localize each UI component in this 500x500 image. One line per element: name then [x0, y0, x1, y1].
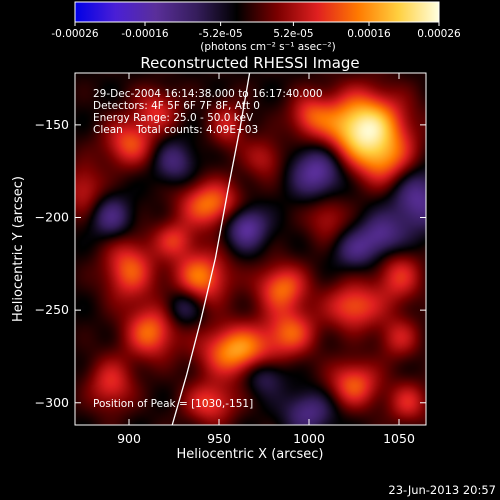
plot-area: 900 950 1000 1050 −150 −200 −250 −300	[35, 72, 427, 446]
x-axis-label: Heliocentric X (arcsec)	[177, 447, 324, 462]
axis-ticks: 900 950 1000 1050 −150 −200 −250 −300	[35, 73, 426, 446]
annotation-detectors: Detectors: 4F 5F 6F 7F 8F, Att 0	[93, 100, 260, 112]
solar-limb-curve	[171, 73, 251, 425]
footer-date: 23-Jun-2013 20:57	[388, 483, 496, 497]
y-axis-label: Heliocentric Y (arcsec)	[11, 176, 26, 322]
chart-title: Reconstructed RHESSI Image	[140, 54, 359, 72]
colorbar-ticks: -0.00026 -0.00016 -5.2e-05 5.2e-05 0.00016 0.…	[51, 22, 461, 40]
annotation-energy-range: Energy Range: 25.0 - 50.0 keV	[93, 112, 254, 124]
colorbar-tick-label: -0.00026	[51, 28, 99, 40]
annotation-time-range: 29-Dec-2004 16:14:38.000 to 16:17:40.000	[93, 88, 323, 100]
y-tick-label: −150	[35, 117, 69, 132]
colorbar-tick-label: 5.2e-05	[273, 28, 313, 40]
x-tick-label: 950	[207, 431, 231, 446]
annotation-peak-position: Position of Peak = [1030,-151]	[93, 398, 253, 410]
plot-frame	[74, 72, 427, 426]
colorbar-strip	[74, 1, 440, 23]
y-tick-label: −250	[35, 302, 69, 317]
annotation-clean-counts: Clean Total counts: 4.09E+03	[93, 124, 258, 136]
colorbar-tick-label: 0.00016	[347, 28, 391, 40]
colorbar-tick-label: -5.2e-05	[199, 28, 243, 40]
colorbar-unit-label: (photons cm⁻² s⁻¹ asec⁻²)	[200, 41, 335, 53]
x-tick-label: 900	[117, 431, 141, 446]
x-tick-label: 1050	[383, 431, 415, 446]
colorbar-tick-label: 0.00026	[417, 28, 461, 40]
heatmap-image	[75, 73, 426, 425]
colorbar: -0.00026 -0.00016 -5.2e-05 5.2e-05 0.00016 0.…	[51, 1, 461, 53]
x-tick-label: 1000	[293, 431, 325, 446]
y-tick-label: −300	[35, 395, 69, 410]
annotation-block: 29-Dec-2004 16:14:38.000 to 16:17:40.000…	[93, 88, 323, 410]
y-tick-label: −200	[35, 210, 69, 225]
colorbar-tick-label: -0.00016	[121, 28, 169, 40]
